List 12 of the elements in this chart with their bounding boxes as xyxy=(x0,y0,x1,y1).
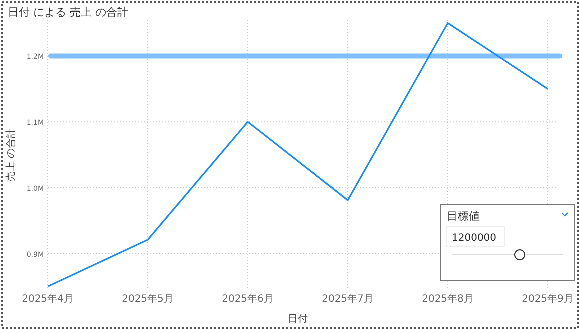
x-tick-label: 2025年9月 xyxy=(522,293,574,305)
x-tick-label: 2025年7月 xyxy=(322,293,374,305)
x-tick-label: 2025年8月 xyxy=(422,293,474,305)
chart-title: 日付 による 売上 の合計 xyxy=(8,6,128,19)
line-series xyxy=(47,22,549,288)
annotation: 目標値 xyxy=(447,210,480,223)
x-tick-label: 2025年6月 xyxy=(222,293,274,305)
annotation: 1200000 xyxy=(452,233,497,244)
x-tick-label: 2025年5月 xyxy=(122,293,174,305)
x-tick-label: 2025年4月 xyxy=(22,293,74,305)
y-axis-title: 売上 の合計 xyxy=(5,128,17,182)
x-axis-title: 日付 xyxy=(288,314,308,325)
